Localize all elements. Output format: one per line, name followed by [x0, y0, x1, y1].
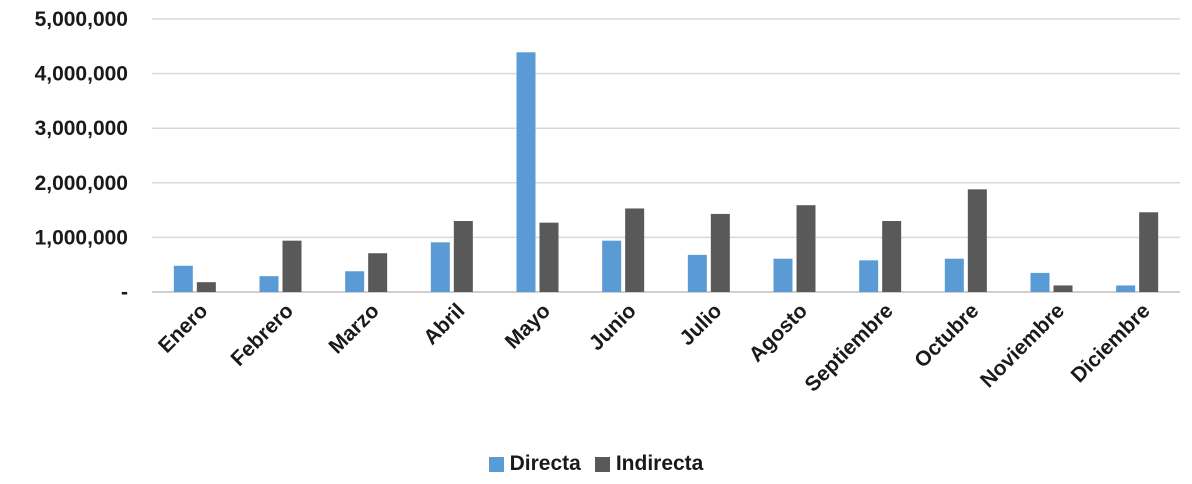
legend-swatch-indirecta — [594, 456, 610, 472]
bar-directa-agosto — [773, 258, 793, 292]
bar-directa-julio — [687, 254, 707, 292]
bar-indirecta-agosto — [796, 205, 816, 292]
bar-directa-septiembre — [859, 260, 879, 292]
x-axis: Enero Febrero Marzo Abril Mayo Junio Julio Agos… — [154, 299, 1155, 396]
x-tick-label: Abril — [419, 299, 469, 349]
bar-indirecta-abril — [453, 221, 473, 292]
bar-indirecta-mayo — [539, 222, 559, 292]
bar-directa-mayo — [516, 52, 536, 292]
legend-item-directa: Directa — [488, 452, 581, 476]
bar-chart: - 1,000,000 2,000,000 3,000,000 4,000,000 5,0… — [35, 8, 1180, 396]
y-tick-label: 5,000,000 — [35, 8, 128, 31]
bar-directa-abril — [430, 242, 450, 292]
x-tick-label: Noviembre — [976, 299, 1069, 392]
bars — [173, 52, 1159, 292]
bar-directa-noviembre — [1030, 272, 1050, 292]
x-tick-label: Octubre — [910, 299, 983, 372]
bar-indirecta-enero — [196, 282, 216, 292]
bar-indirecta-junio — [625, 208, 645, 292]
y-axis: - 1,000,000 2,000,000 3,000,000 4,000,000 5,0… — [35, 8, 128, 304]
bar-indirecta-marzo — [368, 253, 388, 292]
bar-indirecta-septiembre — [882, 221, 902, 292]
bar-indirecta-julio — [710, 213, 730, 292]
bar-indirecta-diciembre — [1139, 212, 1159, 292]
bar-directa-marzo — [345, 271, 365, 292]
legend-item-indirecta: Indirecta — [594, 452, 704, 476]
legend-label-directa: Directa — [509, 452, 581, 475]
x-tick-label: Julio — [675, 299, 726, 350]
bar-indirecta-febrero — [282, 240, 302, 292]
y-tick-label: 2,000,000 — [35, 172, 128, 195]
y-tick-label: 4,000,000 — [35, 63, 128, 86]
legend: Directa Indirecta — [0, 452, 1192, 476]
bar-indirecta-noviembre — [1053, 285, 1073, 292]
bar-directa-junio — [602, 240, 622, 292]
bar-directa-febrero — [259, 276, 279, 292]
x-tick-label: Enero — [154, 299, 212, 357]
bar-directa-enero — [173, 265, 193, 292]
legend-label-indirecta: Indirecta — [615, 452, 704, 475]
legend-swatch-directa — [488, 456, 504, 472]
x-tick-label: Septiembre — [801, 299, 898, 396]
x-tick-label: Mayo — [501, 299, 555, 353]
y-tick-label: - — [121, 281, 128, 304]
bar-indirecta-octubre — [967, 189, 987, 292]
x-tick-label: Junio — [585, 299, 641, 355]
x-tick-label: Agosto — [745, 299, 812, 366]
x-tick-label: Febrero — [226, 299, 298, 371]
y-tick-label: 3,000,000 — [35, 117, 128, 140]
bar-directa-diciembre — [1116, 285, 1136, 292]
x-tick-label: Marzo — [325, 299, 384, 358]
x-tick-label: Diciembre — [1067, 299, 1155, 387]
y-tick-label: 1,000,000 — [35, 226, 128, 249]
bar-directa-octubre — [944, 258, 964, 292]
gridlines — [152, 18, 1180, 293]
